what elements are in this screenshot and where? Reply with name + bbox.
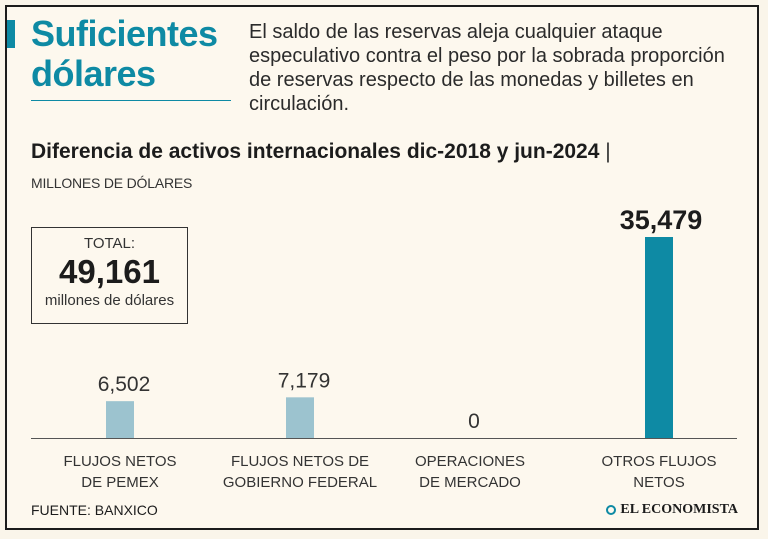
category-label-3-line-2: DE MERCADO xyxy=(419,474,521,491)
data-label-4: 35,479 xyxy=(620,205,703,235)
chart-title-separator: | xyxy=(605,140,611,163)
category-label-2-line-1: FLUJOS NETOS DE xyxy=(231,453,369,470)
data-label-3: 0 xyxy=(468,410,480,433)
brand-name: EL ECONOMISTA xyxy=(620,502,738,517)
source-note: FUENTE: BANXICO xyxy=(31,502,158,518)
headline: Suficientes dólares xyxy=(31,14,218,94)
total-label: TOTAL: xyxy=(83,235,136,252)
total-value: 49,161 xyxy=(59,253,160,290)
chart-units: MILLONES DE DÓLARES xyxy=(31,175,193,191)
category-label-4-line-2: NETOS xyxy=(633,474,684,491)
chart-title: Diferencia de activos internacionales di… xyxy=(31,140,611,164)
bar-1 xyxy=(106,401,134,438)
headline-accent-bar xyxy=(7,20,15,48)
data-label-1: 6,502 xyxy=(98,373,151,396)
data-label-2: 7,179 xyxy=(278,369,331,392)
headline-line-2: dólares xyxy=(31,53,156,94)
infographic-frame xyxy=(5,5,759,530)
category-label-1-line-1: FLUJOS NETOS xyxy=(63,453,176,470)
category-label-2-line-2: GOBIERNO FEDERAL xyxy=(223,474,377,491)
bar-2 xyxy=(286,397,314,438)
category-label-3-line-1: OPERACIONES xyxy=(415,453,525,470)
category-label-4-line-1: OTROS FLUJOS xyxy=(601,453,716,470)
headline-line-1: Suficientes xyxy=(31,13,218,54)
bar-4 xyxy=(645,237,673,438)
total-unit: millones de dólares xyxy=(44,292,175,309)
lede-paragraph: El saldo de las reservas aleja cualquier… xyxy=(249,21,725,115)
publisher-brand: EL ECONOMISTA xyxy=(606,502,738,518)
brand-logo-icon xyxy=(606,505,617,515)
chart-title-text: Diferencia de activos internacionales di… xyxy=(31,140,600,163)
headline-underline xyxy=(31,100,231,101)
total-box: TOTAL: 49,161 millones de dólares xyxy=(31,227,188,324)
category-label-1-line-2: DE PEMEX xyxy=(81,474,159,491)
